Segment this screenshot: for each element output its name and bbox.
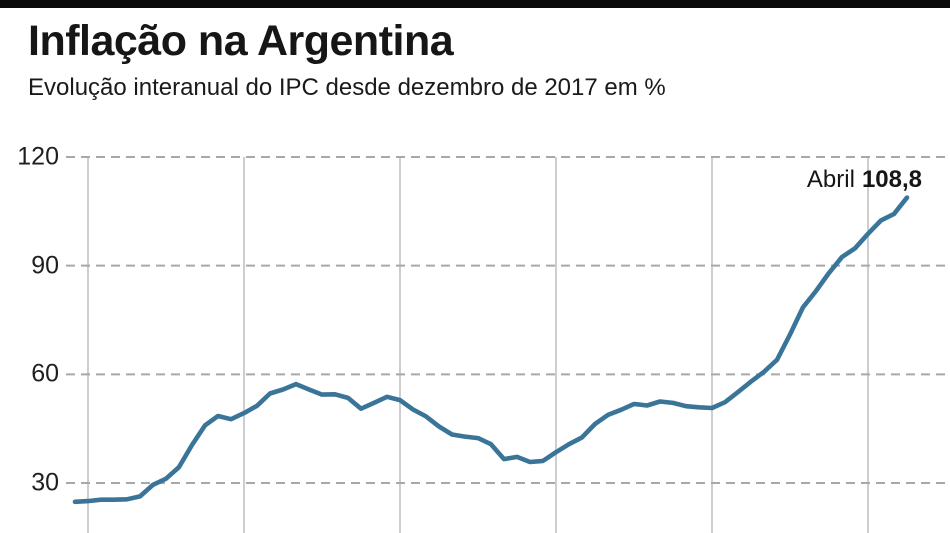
chart-title: Inflação na Argentina [28,17,454,65]
y-axis-tick-label: 60 [31,359,59,388]
last-value-annotation: Abril 108,8 [807,166,922,194]
header: Inflação na Argentina Evolução interanua… [28,17,930,102]
y-axis-tick-label: 120 [17,142,59,171]
inflation-series-line [72,195,910,505]
annotation-month-label: Abril [806,166,855,193]
y-axis-tick-label: 90 [31,251,59,280]
plot-area [66,156,946,533]
top-border-bar [0,0,950,8]
annotation-value: 108,8 [861,166,922,193]
y-axis-tick-label: 30 [31,468,59,497]
chart-subtitle: Evolução interanual do IPC desde dezembr… [28,74,666,102]
line-chart: 120 90 60 30 Abril 108,8 [0,140,950,533]
